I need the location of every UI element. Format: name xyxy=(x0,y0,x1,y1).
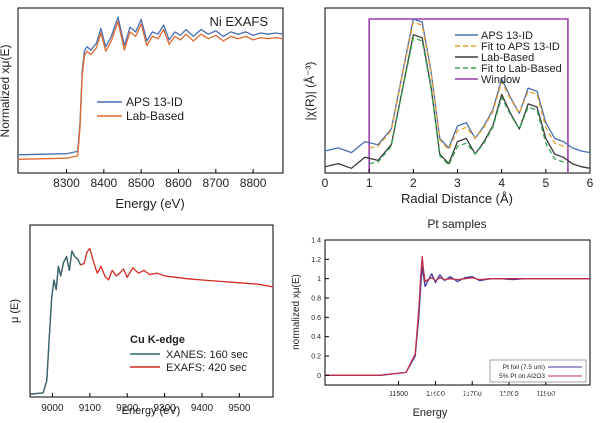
x-tick-label: 11600 xyxy=(426,391,445,398)
pt-y-axis-label: normalized xμ(E) xyxy=(291,274,302,350)
y-tick-label: 1.2 xyxy=(311,257,321,264)
x-tick-label: 11500 xyxy=(389,391,408,398)
y-tick-label: 1 xyxy=(317,276,321,283)
ni-y-axis-label: Normalized xμ(E) xyxy=(0,45,12,138)
pt-x-axis-label: Energy xyxy=(413,407,448,419)
ni-exafs-chart: 8300 8400 8500 8600 8700 8800 Ni EXAFS Energy… xyxy=(0,7,284,211)
series-line-fit-to-aps-13-id xyxy=(369,21,569,151)
series-line-aps-13-id xyxy=(17,16,284,156)
chi-r-chart: 0 1 2 3 4 5 6 Radial Distance (Å) |χ(R)| (Å⁻³)… xyxy=(302,7,594,206)
chi-legend-fit-lab: Fit to Lab-Based xyxy=(481,63,562,75)
x-tick-label: 8700 xyxy=(202,176,229,190)
x-tick-label: 9300 xyxy=(153,403,176,414)
x-tick-label: 3 xyxy=(454,176,461,190)
ni-x-axis-label: Energy (eV) xyxy=(115,196,184,211)
chi-x-axis-label: Radial Distance (Å) xyxy=(401,191,513,206)
x-tick-label: 0 xyxy=(322,176,329,190)
cu-legend: XANES: 160 sec EXAFS: 420 sec xyxy=(130,349,248,374)
y-tick-label: 0.6 xyxy=(311,315,321,322)
series-line-5-pt-on-al2o3 xyxy=(325,255,590,376)
x-tick-label: 11900 xyxy=(536,391,555,398)
y-tick-label: 0.8 xyxy=(311,296,321,303)
watermark-text: 知乎 @Quantum Design xyxy=(428,388,593,405)
cu-annotation: Cu K-edge xyxy=(130,334,185,346)
cu-legend-exafs: EXAFS: 420 sec xyxy=(166,362,247,374)
x-tick-label: 9100 xyxy=(79,403,102,414)
ni-plot-frame xyxy=(17,7,284,174)
pt-legend: Pt foil (7.5 um) 5% Pt on Al2O3 xyxy=(489,359,587,383)
x-tick-label: 11700 xyxy=(463,391,482,398)
x-tick-label: 6 xyxy=(587,176,594,190)
series-line-lab-based xyxy=(324,34,591,169)
x-tick-label: 9500 xyxy=(228,403,251,414)
cu-y-axis-label: μ (E) xyxy=(9,299,21,323)
ni-legend: APS 13-ID Lab-Based xyxy=(97,95,184,123)
chi-plot-frame xyxy=(324,7,591,174)
cu-x-axis-label: Energy (eV) xyxy=(122,405,181,417)
y-tick-label: 0 xyxy=(317,373,321,380)
y-tick-label: 1.4 xyxy=(311,238,321,245)
x-tick-label: 9200 xyxy=(116,403,139,414)
series-line-aps-13-id xyxy=(324,18,591,154)
x-tick-label: 4 xyxy=(498,176,505,190)
x-tick-label: 5 xyxy=(542,176,549,190)
x-tick-label: 11800 xyxy=(500,391,519,398)
series-line-pt-foil-7-5-um xyxy=(325,266,590,376)
chi-legend-lab: Lab-Based xyxy=(481,52,534,64)
pt-legend-foil: Pt foil (7.5 um) xyxy=(503,364,545,371)
y-tick-label: 0.4 xyxy=(311,334,321,341)
series-line-fit-to-lab-based xyxy=(369,37,569,166)
chi-y-axis-label: |χ(R)| (Å⁻³) xyxy=(302,62,317,121)
chi-legend-aps: APS 13-ID xyxy=(481,30,533,42)
pt-samples-chart: Pt samples 11500 11600 11700 11800 11900 0 0.2… xyxy=(291,217,591,419)
x-tick-label: 8300 xyxy=(53,176,80,190)
ni-annotation: Ni EXAFS xyxy=(209,14,268,29)
x-tick-label: 8800 xyxy=(240,176,267,190)
cu-plot-frame xyxy=(29,224,274,398)
ni-legend-lab: Lab-Based xyxy=(126,109,184,123)
series-line-xanes-160-sec xyxy=(29,250,82,395)
chi-legend-fit-aps: Fit to APS 13-ID xyxy=(481,41,560,53)
x-tick-label: 8500 xyxy=(128,176,155,190)
series-line-lab-based xyxy=(17,21,284,160)
cu-legend-xanes: XANES: 160 sec xyxy=(166,349,248,361)
x-tick-label: 8600 xyxy=(165,176,192,190)
pt-plot-frame xyxy=(324,239,591,386)
pt-title: Pt samples xyxy=(427,217,486,231)
x-tick-label: 9000 xyxy=(41,403,64,414)
cu-k-edge-chart: 9000 9100 9200 9300 9400 9500 Energy (eV) μ (… xyxy=(9,224,274,417)
window-function-line xyxy=(368,18,569,173)
pt-legend-alumina: 5% Pt on Al2O3 xyxy=(499,373,545,380)
ni-legend-aps: APS 13-ID xyxy=(126,95,183,109)
x-tick-label: 9400 xyxy=(191,403,214,414)
chi-legend-window: Window xyxy=(481,74,520,86)
x-tick-label: 1 xyxy=(366,176,373,190)
y-tick-label: 0.2 xyxy=(311,354,321,361)
x-tick-label: 2 xyxy=(410,176,417,190)
x-tick-label: 8400 xyxy=(90,176,117,190)
chi-legend: APS 13-ID Fit to APS 13-ID Lab-Based Fit… xyxy=(455,30,562,86)
